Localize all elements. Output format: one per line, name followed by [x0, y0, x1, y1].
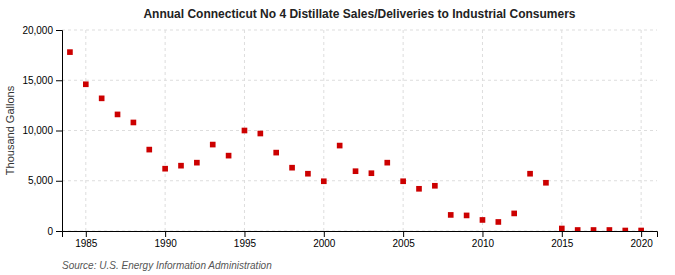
tick: 2020: [631, 231, 654, 249]
tick-mark: [56, 80, 62, 81]
tick-mark: [562, 231, 563, 237]
tick-label: 15,000: [22, 75, 53, 86]
grid-line: [62, 180, 657, 181]
point: [607, 227, 613, 231]
tick-mark: [324, 231, 325, 237]
grid-line: [403, 30, 404, 231]
tick-label: 2000: [313, 238, 336, 249]
tick: 1990: [155, 231, 178, 249]
point: [178, 163, 184, 169]
tick: 2010: [472, 231, 495, 249]
tick: 5,000: [28, 175, 62, 186]
point: [400, 178, 406, 184]
tick-label: 1995: [234, 238, 257, 249]
axis-line: [56, 31, 63, 232]
point: [67, 49, 73, 55]
tick-mark: [56, 30, 62, 31]
point: [83, 81, 89, 87]
tick-label: 10,000: [22, 125, 53, 136]
tick-mark: [641, 231, 642, 237]
point: [289, 165, 295, 171]
tick-mark: [165, 231, 166, 237]
point: [131, 120, 137, 126]
tick-mark: [56, 131, 62, 132]
tick: 10,000: [22, 125, 62, 136]
tick-mark: [86, 231, 87, 237]
tick: 20,000: [22, 25, 62, 36]
tick-mark: [403, 231, 404, 237]
axis-line: [63, 232, 658, 238]
point: [115, 112, 121, 118]
point: [194, 160, 200, 166]
point: [353, 168, 359, 174]
point: [273, 150, 279, 156]
tick-label: 5,000: [28, 175, 53, 186]
point: [543, 180, 549, 186]
point: [622, 228, 628, 231]
tick-mark: [244, 231, 245, 237]
point: [384, 160, 390, 166]
tick-label: 1990: [155, 238, 178, 249]
tick: 1995: [234, 231, 257, 249]
point: [162, 166, 168, 172]
grid: [62, 30, 657, 231]
point: [242, 128, 248, 134]
tick: 2015: [551, 231, 574, 249]
tick: 2000: [313, 231, 336, 249]
tick-label: 2020: [631, 238, 654, 249]
point: [559, 226, 565, 231]
y-axis-label: Thousand Gallons: [4, 85, 16, 175]
tick-label: 2015: [551, 238, 574, 249]
point: [416, 186, 422, 192]
point: [527, 171, 533, 177]
point: [575, 227, 581, 231]
point: [337, 143, 343, 149]
tick-label: 1985: [75, 238, 98, 249]
point: [146, 147, 152, 153]
grid-line: [62, 130, 657, 131]
point: [369, 170, 375, 176]
annotation: Source: U.S. Energy Information Administ…: [62, 260, 272, 271]
grid-line: [62, 30, 657, 31]
point: [464, 213, 470, 219]
point: [591, 227, 597, 231]
point: [226, 153, 232, 159]
plot-area: 1985 1990 1995 2000 2005 2010 2015 2020 0 5,000 10…: [22, 25, 657, 249]
point: [480, 217, 486, 223]
grid-line: [62, 80, 657, 81]
point: [321, 178, 327, 184]
point: [210, 142, 216, 148]
tick-label: 2005: [393, 238, 416, 249]
tick: 1985: [75, 231, 98, 249]
point: [496, 219, 502, 225]
tick: 15,000: [22, 75, 62, 86]
point: [258, 131, 264, 137]
point: [448, 212, 454, 218]
tick: 2005: [393, 231, 416, 249]
title: Annual Connecticut No 4 Distillate Sales…: [143, 7, 575, 21]
point: [511, 211, 517, 217]
point: [99, 96, 105, 102]
y-axis: 0 5,000 10,000 15,000 20,000: [22, 25, 62, 237]
tick-label: 0: [47, 226, 53, 237]
point: [305, 171, 311, 177]
tick-mark: [482, 231, 483, 237]
tick-label: 2010: [472, 238, 495, 249]
marks: [67, 49, 644, 231]
point: [638, 228, 644, 231]
chart: 1985 1990 1995 2000 2005 2010 2015 2020 0 5,000 10…: [0, 0, 675, 275]
tick: 0: [47, 226, 62, 237]
point: [432, 183, 438, 189]
x-axis: 1985 1990 1995 2000 2005 2010 2015 2020: [63, 231, 658, 249]
tick-mark: [56, 181, 62, 182]
grid-line: [323, 30, 324, 231]
tick-mark: [56, 231, 62, 232]
tick-label: 20,000: [22, 25, 53, 36]
